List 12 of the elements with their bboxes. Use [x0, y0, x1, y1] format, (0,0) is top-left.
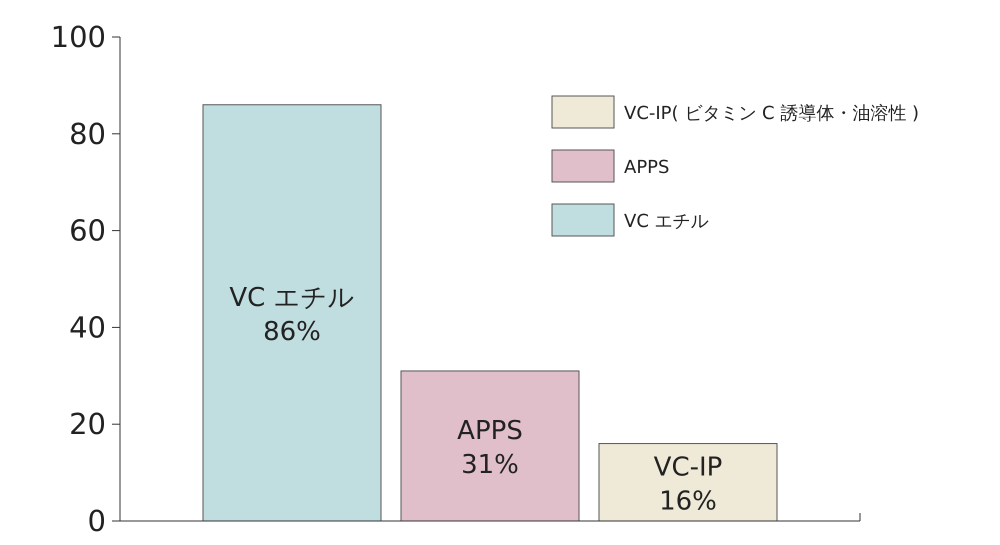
y-tick-label: 80	[69, 116, 106, 151]
y-tick-label: 40	[69, 310, 106, 344]
y-tick-label: 60	[69, 214, 106, 248]
y-tick-label: 0	[88, 504, 106, 538]
y-tick-label: 100	[50, 20, 106, 54]
y-tick-label: 20	[69, 407, 106, 442]
data-label: VC エチル 86%	[229, 282, 355, 347]
data-label: VC-IP 16%	[654, 452, 722, 517]
data-label: APPS 31%	[457, 416, 523, 480]
legend-label: VC エチル	[624, 211, 709, 232]
legend-label: APPS	[624, 157, 670, 178]
legend-label: VC-IP( ビタミン C 誘導体・油溶性 )	[624, 103, 920, 124]
